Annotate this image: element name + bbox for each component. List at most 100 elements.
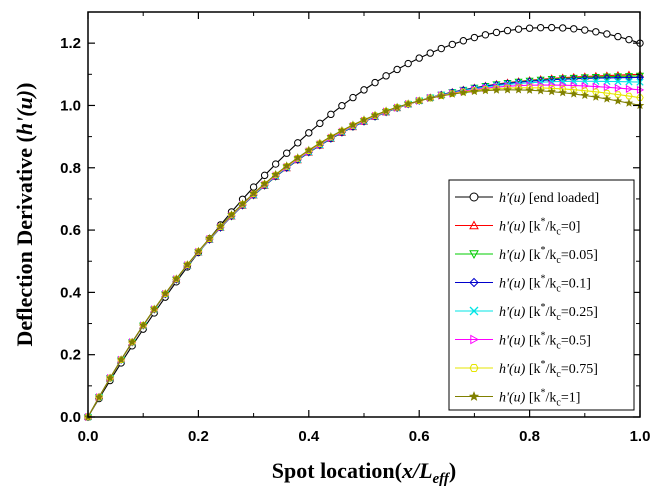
x-axis-title: Spot location(x/Leff) <box>272 458 456 487</box>
series-0-point <box>503 26 512 35</box>
series-0-point <box>603 30 611 38</box>
series-0-point <box>481 31 490 39</box>
series-7-point <box>293 153 303 162</box>
series-6-point <box>249 190 258 198</box>
series-0-point <box>559 24 567 32</box>
series-7-point <box>260 179 269 188</box>
series-0-point <box>614 32 622 41</box>
series-5-point <box>592 82 601 91</box>
y-tick-label: 0.0 <box>60 409 81 426</box>
series-7-point <box>470 86 479 96</box>
series-0-point <box>592 28 600 36</box>
y-tick-label: 1.2 <box>60 35 81 52</box>
legend-marker-2 <box>469 250 479 260</box>
legend-label-7: h'(u) [k*/kc=1] <box>499 388 580 409</box>
series-7-point <box>337 125 347 135</box>
series-5-point <box>625 84 634 93</box>
series-7-point <box>547 87 556 96</box>
series-0-point <box>459 37 468 45</box>
series-7-point <box>315 138 325 147</box>
x-tick-label: 1.0 <box>630 428 651 445</box>
series-7-point <box>172 274 181 283</box>
x-tick-label: 0.0 <box>78 428 99 445</box>
series-7-point <box>194 246 203 255</box>
series-7-point <box>183 260 192 269</box>
series-6-point <box>338 127 346 135</box>
series-6-point <box>603 89 611 97</box>
series-6-point <box>371 112 379 119</box>
series-0-point <box>393 65 401 74</box>
y-tick-label: 0.4 <box>60 284 82 301</box>
series-7-point <box>558 88 567 97</box>
series-5-point <box>603 83 612 92</box>
y-tick-label: 0.2 <box>60 347 81 364</box>
legend: h'(u) [end loaded] h'(u) [k*/kc=0] h'(u) [… <box>448 179 635 411</box>
series-7-point <box>105 373 115 382</box>
y-axis-title: Deflection Derivative (h'(u)) <box>12 83 37 347</box>
series-7-point <box>205 233 214 243</box>
series-0-point <box>382 72 390 80</box>
x-tick-label: 0.6 <box>409 428 430 445</box>
series-7-point <box>249 188 258 198</box>
series-7-point <box>138 320 148 329</box>
series-7-point <box>149 304 159 313</box>
series-7-point <box>414 96 424 105</box>
series-7-point <box>161 289 170 298</box>
series-6-point <box>592 88 600 96</box>
legend-label-1: h'(u) [k*/kc=0] <box>499 217 580 238</box>
series-6-point <box>293 155 302 162</box>
series-0-point <box>327 110 335 119</box>
series-7-point <box>580 90 590 100</box>
series-7-point <box>94 392 104 401</box>
series-7-point <box>238 199 247 208</box>
series-7-point <box>381 106 391 115</box>
series-5-point <box>614 84 623 93</box>
legend-label-2: h'(u) [k*/kc=0.05] <box>499 245 598 266</box>
series-7-point <box>127 337 137 346</box>
y-tick-label: 1.0 <box>60 97 81 114</box>
legend-label-5: h'(u) [k*/kc=0.5] <box>499 331 591 352</box>
series-4-point <box>603 77 611 86</box>
series-0-point <box>448 40 457 49</box>
series-0-point <box>349 93 357 102</box>
series-6-point <box>614 91 622 98</box>
series-0-point <box>260 171 269 180</box>
ticks-layer: 0.0 0.2 0.4 0.6 0.8 1.0 0.0 0.2 0.4 0.6 0.8 1.0 1.2 <box>60 11 651 445</box>
series-3-point <box>558 75 567 84</box>
y-tick-label: 0.8 <box>60 160 81 177</box>
series-0-point <box>581 26 589 34</box>
series-7-point <box>624 98 634 107</box>
series-0-point <box>360 86 368 94</box>
x-tick-label: 0.2 <box>188 428 209 445</box>
series-0-point <box>536 23 545 32</box>
series-6-point <box>636 94 644 101</box>
series-0-point <box>294 139 302 147</box>
series-0-point <box>316 119 324 128</box>
series-7-point <box>525 85 534 94</box>
series-layer <box>83 23 645 422</box>
series-7-point <box>591 92 601 101</box>
series-6-point <box>360 117 368 124</box>
series-0-point <box>415 54 423 62</box>
series-7-point <box>116 355 126 364</box>
series-7-point <box>271 169 280 179</box>
series-6-point <box>393 104 401 111</box>
series-0-point <box>570 25 578 33</box>
legend-marker-7 <box>468 391 480 401</box>
series-0-point <box>470 33 479 42</box>
series-7-point <box>227 210 236 219</box>
series-7-point <box>282 161 291 170</box>
series-0-point <box>338 102 346 110</box>
series-7-point <box>359 115 369 124</box>
series-7-point <box>481 86 490 95</box>
series-0-point <box>492 28 501 37</box>
series-7-point <box>370 110 380 119</box>
series-0-point <box>283 149 291 157</box>
series-4-point <box>614 77 622 86</box>
series-7-point <box>536 86 545 95</box>
series-7-point <box>348 120 358 129</box>
legend-label-0: h'(u) [end loaded] <box>499 191 599 206</box>
series-6-point <box>260 180 269 188</box>
series-6-point <box>238 200 247 208</box>
